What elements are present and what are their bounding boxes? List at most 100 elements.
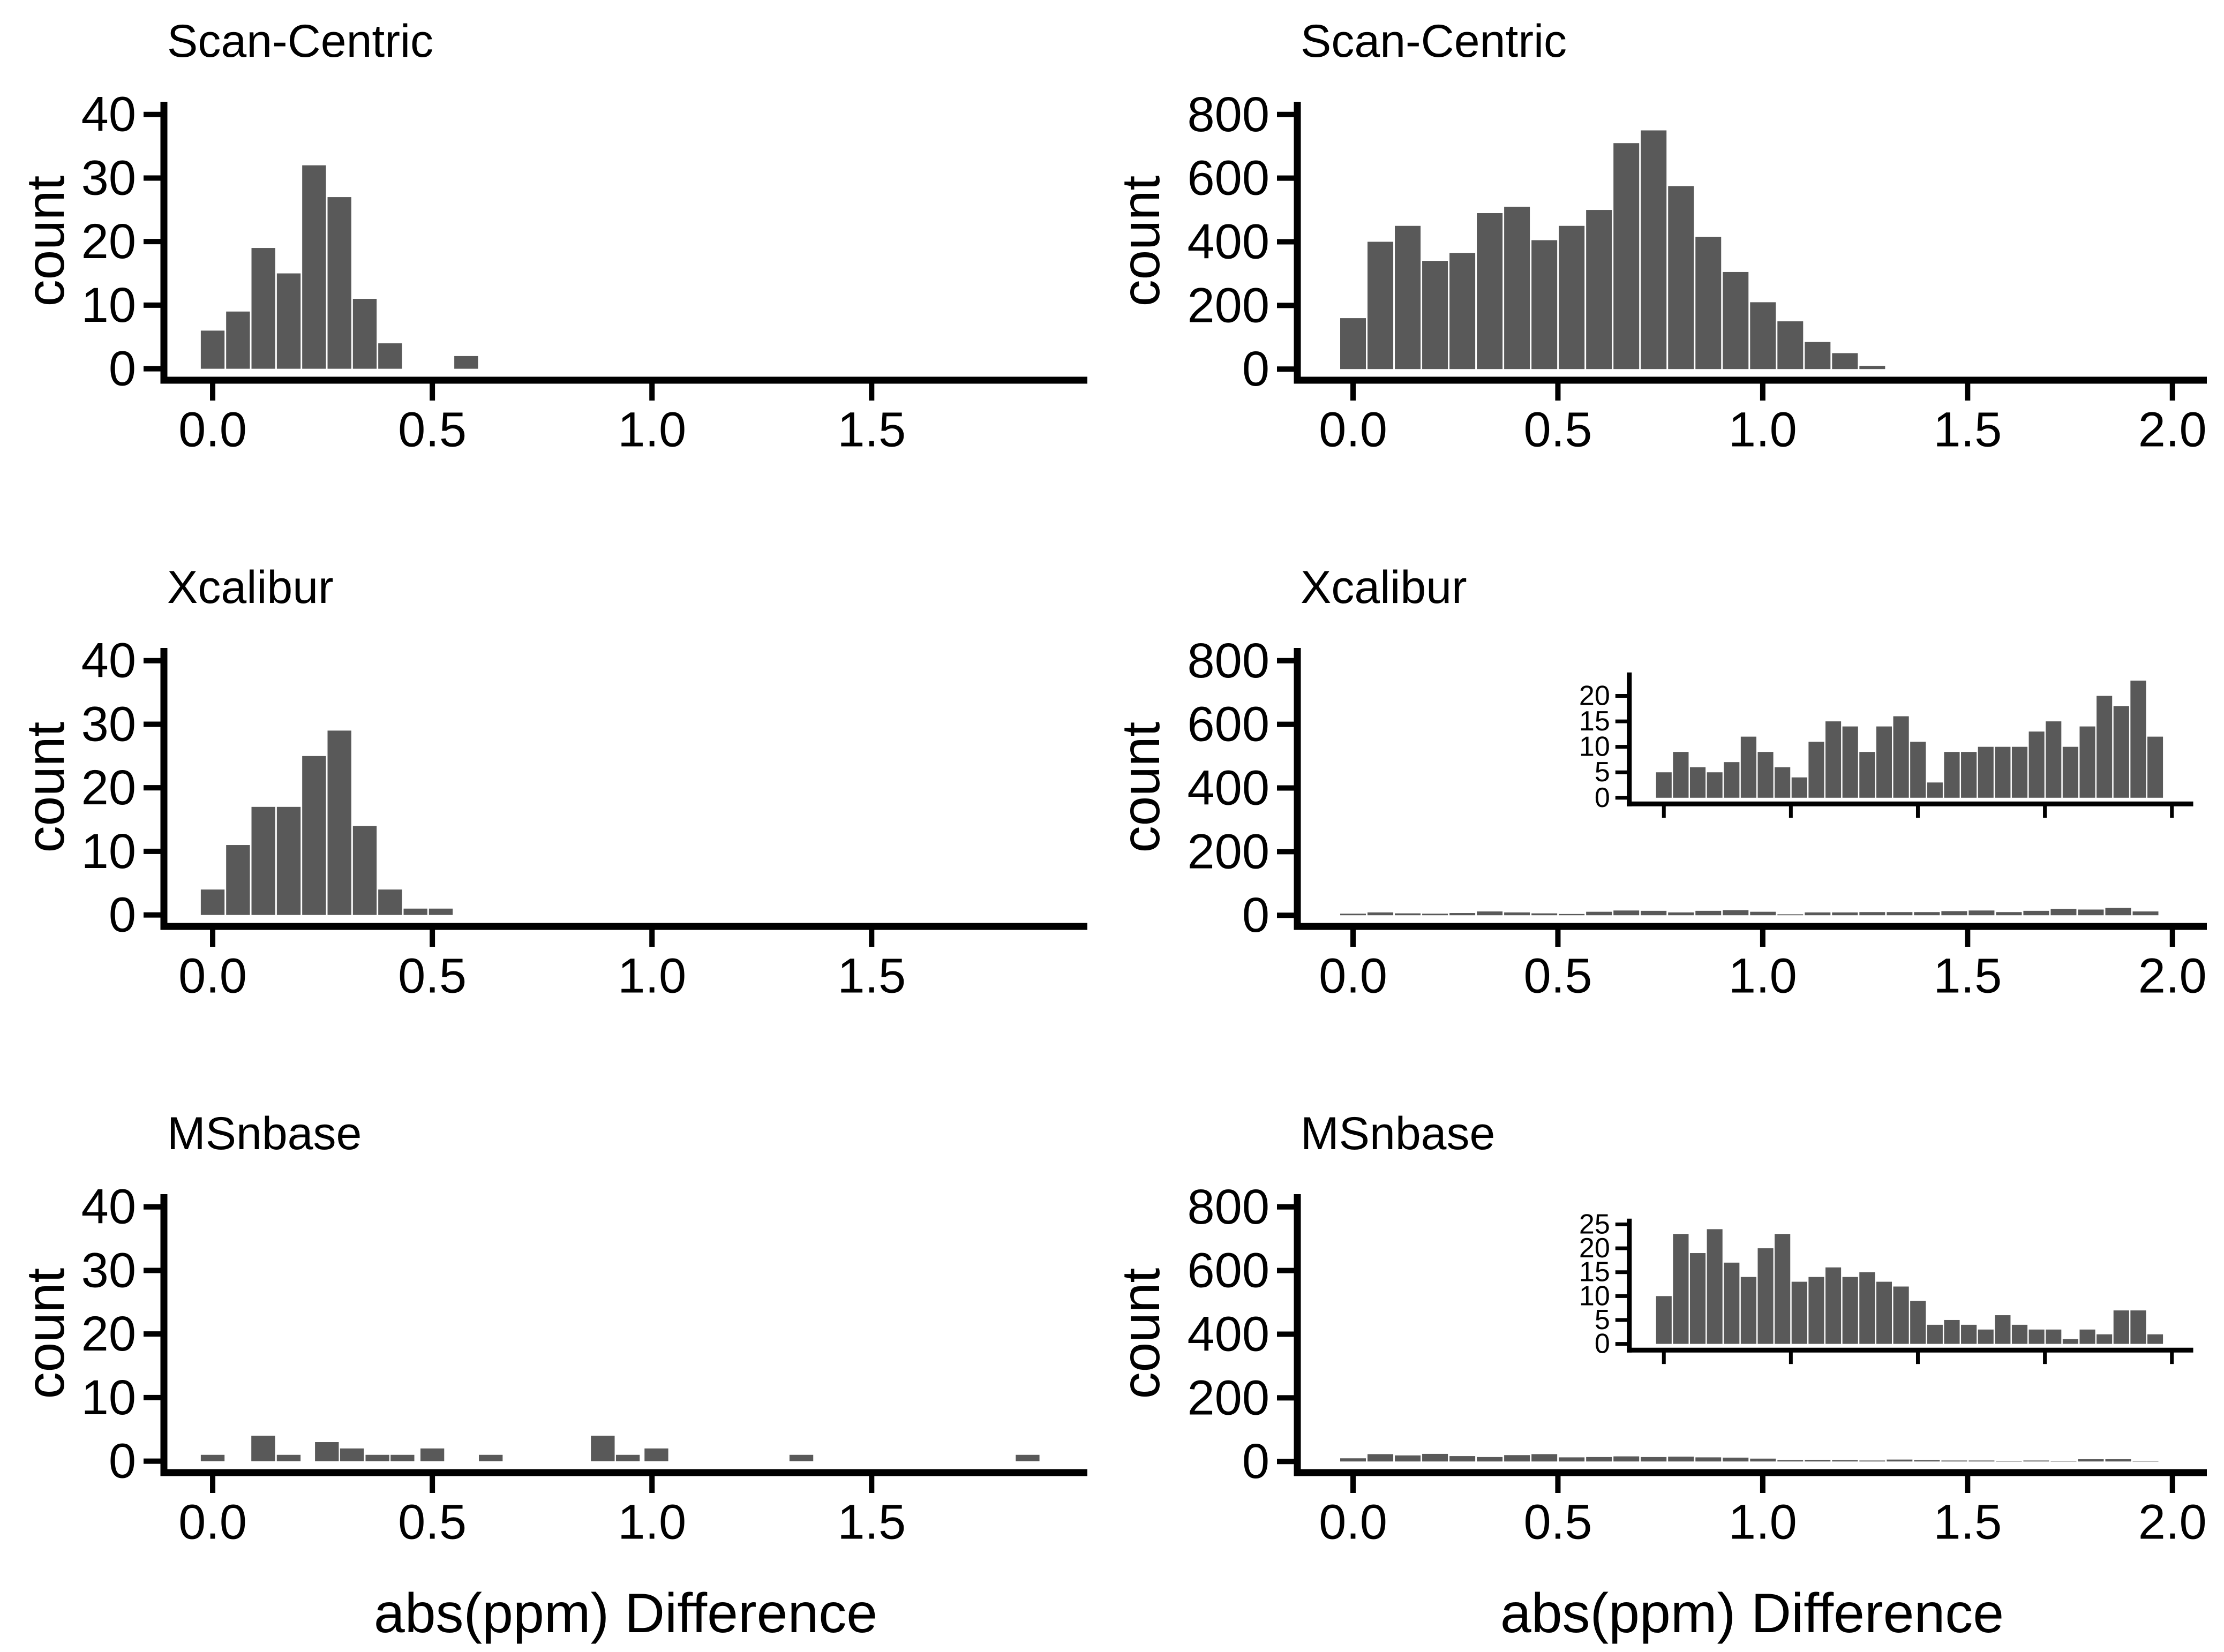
histogram-bar xyxy=(1914,912,1940,916)
histogram-bar xyxy=(1368,242,1394,369)
histogram-bar xyxy=(1531,1454,1558,1462)
histogram-bar xyxy=(2023,1460,2049,1462)
histogram-bars xyxy=(1340,908,2159,916)
x-tick-label: 1.5 xyxy=(837,949,906,1004)
histogram-bar xyxy=(365,1454,389,1461)
y-tick-label: 0 xyxy=(1242,888,1269,942)
x-tick-label: 0.5 xyxy=(1524,1495,1592,1550)
inset-bar xyxy=(2011,746,2028,798)
inset-bar xyxy=(1707,772,1723,798)
histogram-bar xyxy=(1477,213,1503,369)
histogram-bar xyxy=(378,343,402,369)
histogram-bar xyxy=(1832,1460,1858,1462)
x-tick-label: 0.5 xyxy=(1524,949,1592,1004)
inset-bar xyxy=(1859,752,1875,798)
x-tick-label: 0.5 xyxy=(1524,403,1592,457)
histogram-bar xyxy=(1340,914,1366,916)
histogram-bar xyxy=(1996,912,2022,916)
histogram-bar xyxy=(1968,910,1995,916)
histogram-bar xyxy=(1559,914,1585,916)
y-tick-label: 40 xyxy=(81,1180,136,1234)
inset-bar xyxy=(1689,767,1706,798)
histogram-bar xyxy=(1477,1457,1503,1462)
inset-bar xyxy=(1740,736,1756,798)
histogram-bar xyxy=(276,806,301,915)
inset-bar xyxy=(2147,1334,2163,1344)
facet-title: Scan-Centric xyxy=(167,16,433,67)
inset-bar xyxy=(1825,1267,1842,1344)
inset-y-tick-label: 0 xyxy=(1595,782,1610,813)
histogram-bar xyxy=(1613,1456,1640,1462)
x-tick-label: 0.0 xyxy=(178,949,247,1004)
inset-y-tick-label: 5 xyxy=(1595,757,1610,788)
histogram-bar xyxy=(352,826,377,915)
histogram-bar xyxy=(615,1454,640,1461)
inset-bar xyxy=(1910,1301,1926,1344)
inset-bar xyxy=(1927,1324,1943,1344)
inset-bar xyxy=(1724,762,1740,798)
histogram-bar xyxy=(1586,210,1612,369)
histogram-bar xyxy=(1016,1454,1040,1461)
histogram-bar xyxy=(1723,271,1749,369)
inset-bar xyxy=(1740,1277,1756,1344)
histogram-bar xyxy=(1395,1455,1421,1462)
inset-bar xyxy=(2046,721,2062,798)
histogram-bars xyxy=(1340,1453,2159,1462)
panel-scan-centric-all: Scan-Centric 0 200 400 600 800 0.0 0.5 1.0 1.5 2.0… xyxy=(1111,16,2207,457)
histogram-bar xyxy=(1723,1458,1749,1462)
inset-bars xyxy=(1656,680,2163,798)
y-tick-label: 30 xyxy=(81,697,136,751)
histogram-bar xyxy=(1695,1457,1722,1462)
inset-bar xyxy=(2062,746,2078,798)
y-tick-label: 0 xyxy=(1242,1434,1269,1489)
histogram-bar xyxy=(1449,253,1476,369)
x-tick-label: 2.0 xyxy=(2138,1495,2207,1550)
inset-bar xyxy=(1673,752,1689,798)
histogram-bar xyxy=(2105,1459,2131,1462)
y-tick-label: 30 xyxy=(81,150,136,205)
y-tick-label: 30 xyxy=(81,1243,136,1298)
histogram-bar xyxy=(1859,366,1885,369)
y-tick-label: 800 xyxy=(1188,1180,1270,1234)
histogram-bar xyxy=(200,1454,225,1461)
histogram-bar xyxy=(2132,911,2159,916)
histogram-bar xyxy=(1668,912,1694,916)
inset-bar xyxy=(1707,1229,1723,1344)
histogram-bar xyxy=(1531,240,1558,369)
inset-bar xyxy=(1656,772,1672,798)
x-tick-label: 1.0 xyxy=(1729,1495,1797,1550)
panel-msnbase-small: MSnbase 0 10 20 30 40 0.0 0.5 1.0 1.5 count abs(ppm… xyxy=(16,1108,1087,1645)
y-tick-label: 200 xyxy=(1188,1370,1270,1425)
histogram-bar xyxy=(1422,914,1448,916)
facet-title: Xcalibur xyxy=(1301,562,1467,613)
inset-bar xyxy=(1927,782,1943,798)
inset-bar xyxy=(2011,1324,2028,1344)
histogram-bar xyxy=(327,197,351,369)
histogram-bar xyxy=(226,311,250,369)
histogram-bar xyxy=(1559,1457,1585,1462)
histogram-bar xyxy=(1368,1454,1394,1462)
x-tick-label: 0.5 xyxy=(398,949,467,1004)
histogram-bar xyxy=(454,356,478,369)
inset-bar xyxy=(1791,1281,1807,1344)
x-tick-label: 0.0 xyxy=(178,403,247,457)
panel-xcalibur-small: Xcalibur 0 10 20 30 40 0.0 0.5 1.0 1.5 count xyxy=(16,562,1087,1004)
histogram-bar xyxy=(2078,909,2104,916)
inset-bar xyxy=(2130,1310,2146,1344)
inset-bar xyxy=(1876,726,1892,798)
histogram-bars xyxy=(200,730,453,915)
histogram-bar xyxy=(1340,1458,1366,1462)
x-tick-label: 1.0 xyxy=(1729,403,1797,457)
histogram-bar xyxy=(1887,1459,1913,1462)
histogram-bars xyxy=(200,165,478,369)
histogram-bar xyxy=(1449,913,1476,916)
y-tick-label: 20 xyxy=(81,1307,136,1361)
histogram-bar xyxy=(2023,910,2049,916)
histogram-bar xyxy=(1941,1460,1967,1462)
histogram-bar xyxy=(315,1442,339,1461)
histogram-bar xyxy=(2078,1459,2104,1462)
inset-bar xyxy=(1961,752,1977,798)
y-tick-label: 800 xyxy=(1188,87,1270,142)
